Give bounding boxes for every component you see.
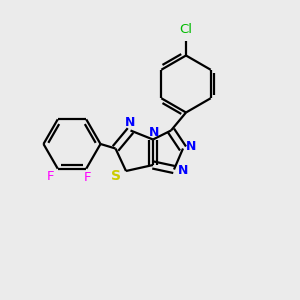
Text: Cl: Cl [179, 23, 193, 36]
Text: S: S [111, 169, 122, 182]
Text: N: N [178, 164, 188, 178]
Text: N: N [125, 116, 136, 130]
Text: N: N [186, 140, 197, 153]
Text: N: N [149, 126, 160, 140]
Text: F: F [84, 171, 92, 184]
Text: F: F [46, 170, 54, 183]
